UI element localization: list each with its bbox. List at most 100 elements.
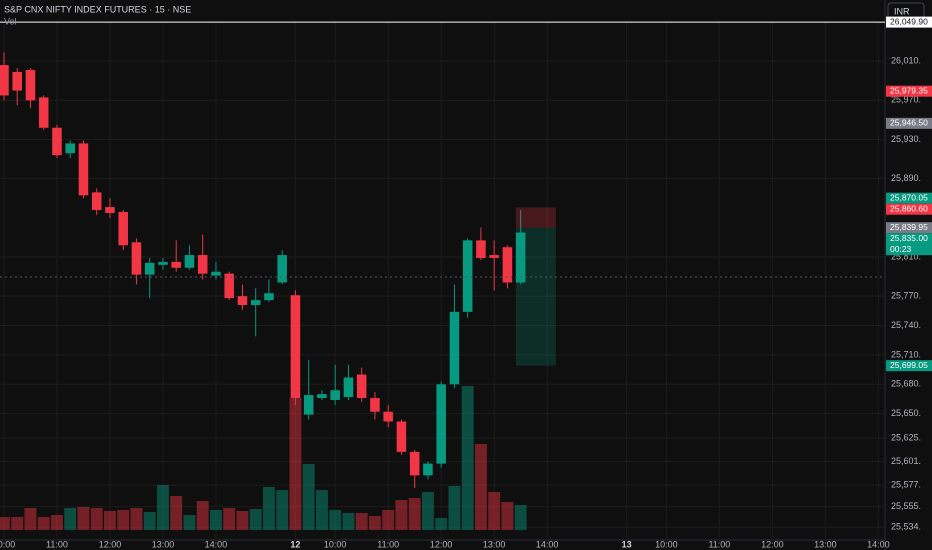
x-tick-label: 13:00 <box>814 539 837 549</box>
candle-body <box>330 390 340 400</box>
x-tick-label: 13:00 <box>152 539 175 549</box>
price-badge <box>886 360 932 372</box>
candle-body <box>277 255 287 283</box>
candle-body <box>197 255 208 274</box>
volume-bar <box>183 515 196 530</box>
volume-pane <box>0 386 527 530</box>
candle-body <box>370 398 380 412</box>
x-tick-label: 12 <box>290 539 300 549</box>
volume-bar <box>0 517 10 530</box>
candle-body <box>476 240 486 258</box>
candle-body <box>237 296 248 305</box>
candle-body <box>171 261 181 268</box>
price-badge-label: 25,946.50 <box>890 118 928 128</box>
candle-body <box>131 242 142 275</box>
candle-body <box>290 295 301 399</box>
candle-body <box>224 273 234 299</box>
y-tick-label: 25,810. <box>891 251 921 261</box>
volume-bar <box>315 490 328 530</box>
y-tick-label: 25,577. <box>891 480 921 490</box>
candle-body <box>449 311 460 385</box>
volume-bar <box>448 486 461 530</box>
candle-body <box>25 69 36 101</box>
candles <box>0 52 526 489</box>
currency-button-label[interactable]: INR <box>894 6 910 16</box>
x-tick-label: 12:00 <box>761 539 784 549</box>
price-badge <box>886 233 932 256</box>
volume-bar <box>51 515 63 530</box>
volume-bar <box>170 496 183 530</box>
x-tick-label: 11:00 <box>377 539 399 549</box>
candle-body <box>356 374 367 399</box>
x-tick-label: 12:00 <box>430 539 453 549</box>
volume-bar <box>209 510 222 530</box>
risk-zone <box>515 207 556 228</box>
y-tick-label: 25,680. <box>891 379 921 389</box>
volume-bar <box>117 510 130 530</box>
candle-body <box>211 271 221 276</box>
price-badge <box>886 85 932 97</box>
volume-bar <box>262 487 275 530</box>
candle-body <box>118 211 128 246</box>
candle-body <box>489 255 499 258</box>
candle-body <box>78 143 89 196</box>
candle-body <box>515 232 526 283</box>
price-axis: 26,010. 25,970. 25,930. 25,890. 25,810. 25,77… <box>0 56 921 550</box>
x-tick-label: 13 <box>622 539 632 549</box>
candle-body <box>52 127 62 156</box>
volume-bar <box>156 485 169 530</box>
x-tick-label: 14:00 <box>867 539 890 549</box>
y-tick-label: 25,534. <box>891 522 921 532</box>
volume-bar <box>11 517 24 530</box>
price-badge-label: 25,979.35 <box>890 85 928 95</box>
volume-bar <box>37 517 50 530</box>
price-badge-label: 25,699.05 <box>890 360 928 370</box>
volume-bar <box>143 512 156 530</box>
x-tick-label: 10:00 <box>324 539 347 549</box>
x-tick-label: 12:00 <box>99 539 122 549</box>
candle-body <box>105 207 115 213</box>
volume-bar <box>77 507 90 530</box>
y-tick-label: 25,601. <box>891 456 921 466</box>
volume-bar <box>461 386 474 530</box>
volume-bar <box>329 510 342 530</box>
candle-body <box>462 240 473 312</box>
candle-body <box>91 192 102 211</box>
countdown: 00:23 <box>890 244 912 254</box>
price-badge-label: 25,870.05 <box>890 192 928 202</box>
volume-bar <box>104 511 116 530</box>
price-badge-label: 25,860.60 <box>890 203 928 213</box>
candle-body <box>396 421 407 452</box>
y-tick-label: 25,770. <box>891 291 921 301</box>
volume-bar <box>130 508 143 530</box>
volume-bar <box>24 508 37 530</box>
volume-bar <box>408 498 421 530</box>
volume-bar <box>64 508 77 530</box>
volume-bar <box>474 444 487 530</box>
volume-bar <box>223 508 236 530</box>
volume-bar <box>289 398 302 530</box>
x-tick-label: 11:00 <box>46 539 68 549</box>
y-tick-label: 25,555. <box>891 501 921 511</box>
x-tick-label: 13:00 <box>483 539 506 549</box>
candle-body <box>0 65 9 96</box>
volume-bar <box>342 513 355 530</box>
price-badge <box>886 203 932 215</box>
y-tick-label: 25,930. <box>891 134 921 144</box>
candle-body <box>409 451 420 476</box>
x-tick-label: 10:00 <box>0 539 15 549</box>
price-badge <box>886 16 932 28</box>
x-tick-label: 10:00 <box>655 539 678 549</box>
reward-zone <box>515 227 556 366</box>
volume-bar <box>382 510 395 530</box>
volume-bar <box>302 464 315 530</box>
chart-title: S&P CNX NIFTY INDEX FUTURES · 15 · NSE <box>4 4 191 14</box>
candle-body <box>502 247 513 283</box>
volume-bar <box>196 501 209 530</box>
candle-body <box>303 395 314 415</box>
candle-body <box>250 300 261 305</box>
candle-body <box>383 411 393 422</box>
x-tick-label: 14:00 <box>536 539 559 549</box>
